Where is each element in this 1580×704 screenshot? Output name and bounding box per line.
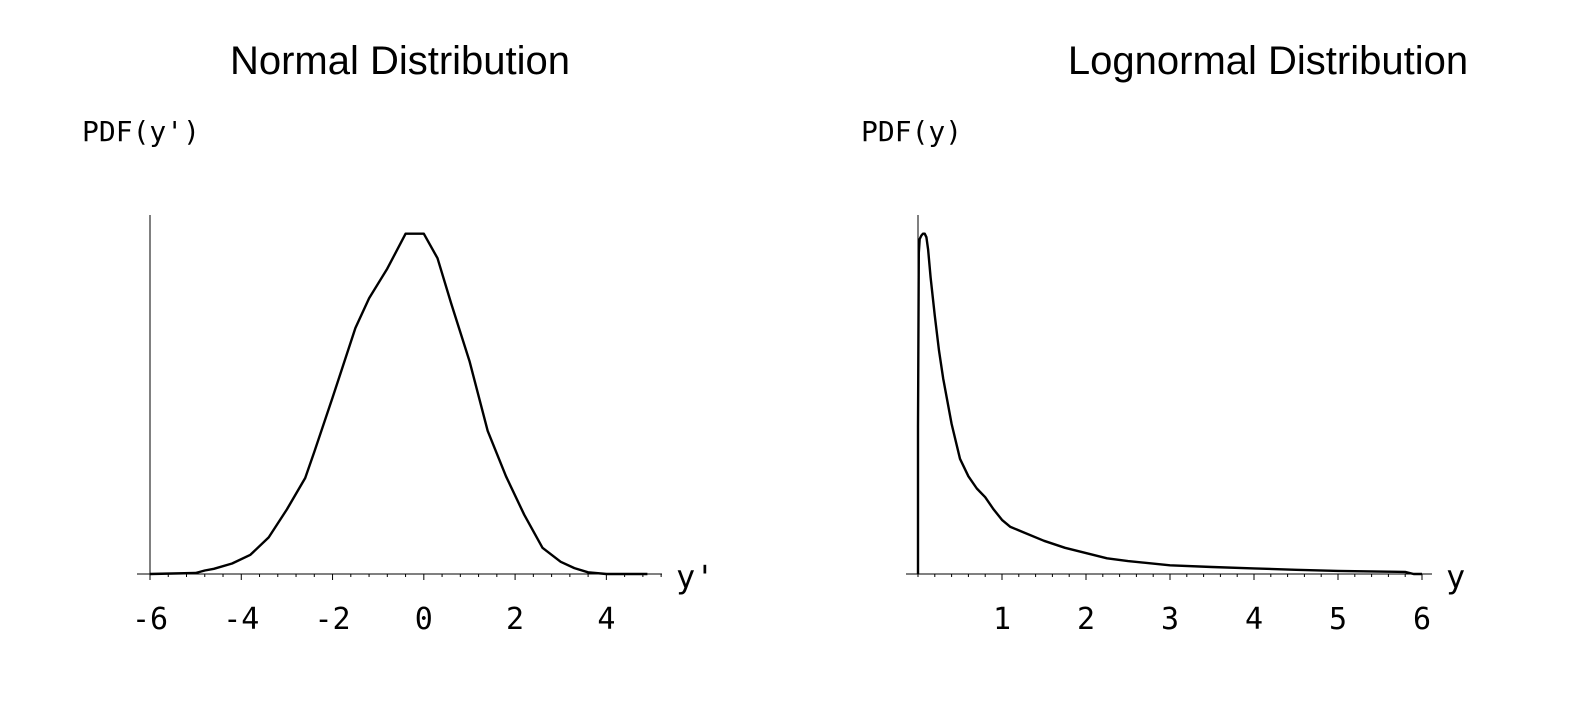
x-tick-label: -4 bbox=[223, 602, 259, 637]
lognormal-x-axis-label: y bbox=[1446, 558, 1465, 596]
lognormal-x-ticks bbox=[917, 574, 1423, 580]
x-tick-label: -2 bbox=[314, 602, 350, 637]
x-tick-label: 6 bbox=[1413, 602, 1431, 637]
x-tick-label: 2 bbox=[506, 602, 524, 637]
normal-pdf-curve bbox=[149, 232, 648, 576]
x-tick-label: 4 bbox=[597, 602, 615, 637]
x-tick-label: 0 bbox=[415, 602, 433, 637]
lognormal-x-tick-labels: 1 2 3 4 5 6 bbox=[993, 602, 1431, 637]
x-tick-label: 3 bbox=[1161, 602, 1179, 637]
x-tick-label: -6 bbox=[132, 602, 168, 637]
x-tick-label: 1 bbox=[993, 602, 1011, 637]
normal-x-ticks bbox=[149, 574, 662, 580]
x-tick-label: 5 bbox=[1329, 602, 1347, 637]
x-tick-label: 4 bbox=[1245, 602, 1263, 637]
normal-distribution-panel: Normal Distribution PDF(y') y' -6 -4 -2 0 2 4 bbox=[82, 39, 715, 637]
lognormal-distribution-panel: Lognormal Distribution PDF(y) y 1 2 3 4 5 6 bbox=[861, 39, 1468, 637]
lognormal-chart-title: Lognormal Distribution bbox=[1068, 39, 1468, 83]
x-tick-label: 2 bbox=[1077, 602, 1095, 637]
normal-x-axis-label: y' bbox=[676, 558, 715, 596]
normal-y-axis-label: PDF(y') bbox=[82, 115, 200, 148]
normal-x-tick-labels: -6 -4 -2 0 2 4 bbox=[132, 602, 615, 637]
lognormal-pdf-curve bbox=[916, 232, 1422, 576]
normal-chart-title: Normal Distribution bbox=[230, 39, 570, 83]
lognormal-y-axis-label: PDF(y) bbox=[861, 115, 962, 148]
